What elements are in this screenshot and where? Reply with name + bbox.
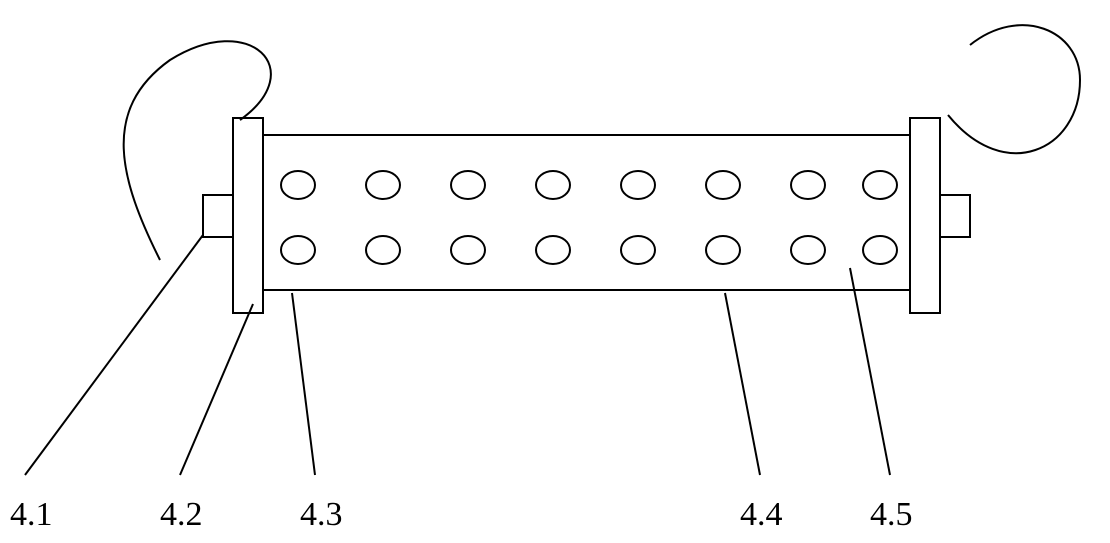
hole: [451, 236, 485, 264]
hole: [366, 236, 400, 264]
hole: [366, 171, 400, 199]
hole: [536, 171, 570, 199]
label-4-1: 4.1: [10, 496, 53, 533]
left-shaft: [203, 195, 233, 237]
label-4-3: 4.3: [300, 496, 343, 533]
leader-line: [850, 268, 890, 475]
left-flange: [233, 118, 263, 313]
label-4-5: 4.5: [870, 496, 913, 533]
hole: [791, 171, 825, 199]
label-4-2: 4.2: [160, 496, 203, 533]
right-flange: [910, 118, 940, 313]
diagram-canvas: 4.1 4.2 4.3 4.4 4.5: [0, 0, 1110, 543]
leader-line: [25, 235, 203, 475]
label-4-4: 4.4: [740, 496, 783, 533]
hole: [863, 236, 897, 264]
hole: [451, 171, 485, 199]
leader-line: [292, 293, 315, 475]
leader-lines: [25, 235, 890, 475]
hole: [621, 236, 655, 264]
hole: [706, 236, 740, 264]
squiggle-left: [124, 41, 271, 260]
hole: [706, 171, 740, 199]
hole: [536, 236, 570, 264]
perforation-holes: [281, 171, 897, 264]
hole: [281, 236, 315, 264]
hole: [791, 236, 825, 264]
right-shaft: [940, 195, 970, 237]
leader-line: [725, 293, 760, 475]
squiggle-right: [948, 25, 1080, 153]
leader-line: [180, 304, 253, 475]
hole: [621, 171, 655, 199]
hole: [281, 171, 315, 199]
hole: [863, 171, 897, 199]
